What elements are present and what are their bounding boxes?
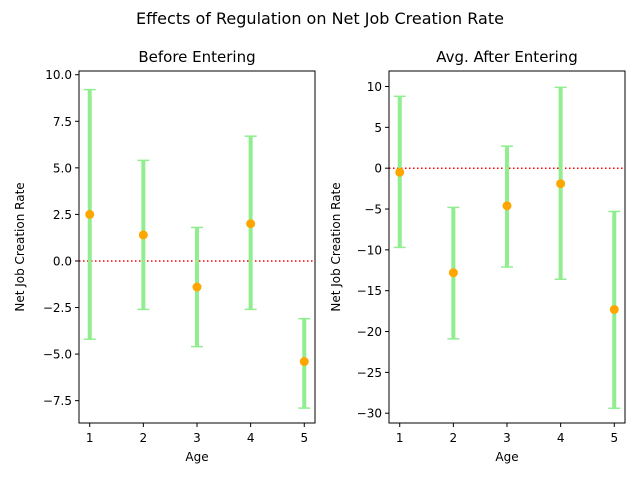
x-axis-label: Age [495, 450, 518, 464]
y-tick-label: 5.0 [53, 161, 72, 175]
x-axis-label: Age [185, 450, 208, 464]
y-tick-label: 5 [374, 121, 382, 135]
x-tick-label: 3 [193, 431, 201, 445]
y-tick-label: −2.5 [43, 301, 72, 315]
x-tick-label: 5 [610, 431, 618, 445]
chart-panel-before-entering: 1 2 3 4 5 −7.5 −5.0 −2.5 0.0 2.5 5.0 7.5 10.0 Before … [13, 48, 316, 464]
y-tick-label: −5 [364, 203, 382, 217]
data-point-age-1 [85, 209, 95, 219]
data-point-age-4 [556, 179, 566, 189]
y-tick-label: 0.0 [53, 254, 72, 268]
data-point-age-5 [609, 304, 619, 314]
figure-suptitle: Effects of Regulation on Net Job Creatio… [136, 9, 504, 28]
y-tick-label: 10.0 [45, 68, 72, 82]
y-tick-label: −5.0 [43, 348, 72, 362]
y-tick-label: −7.5 [43, 394, 72, 408]
axes-title: Before Entering [138, 48, 255, 66]
data-point-age-2 [448, 268, 458, 278]
y-tick-label: 10 [367, 80, 382, 94]
chart-panel-avg-after-entering: 1 2 3 4 5 −30 −25 −20 −15 −10 −5 0 5 10 Avg. After Ent… [329, 48, 626, 464]
data-point-age-4 [246, 219, 256, 229]
x-tick-label: 5 [300, 431, 308, 445]
x-tick-label: 3 [503, 431, 511, 445]
axes-title: Avg. After Entering [436, 48, 578, 66]
y-tick-label: −30 [357, 407, 382, 421]
x-tick-label: 4 [557, 431, 565, 445]
y-tick-label: −20 [357, 325, 382, 339]
x-tick-label: 4 [247, 431, 255, 445]
x-tick-label: 2 [450, 431, 458, 445]
data-point-age-5 [299, 357, 309, 367]
data-point-age-2 [138, 230, 148, 240]
x-tick-label: 2 [140, 431, 148, 445]
y-tick-label: −15 [357, 284, 382, 298]
data-point-age-3 [192, 282, 202, 292]
y-tick-label: −25 [357, 366, 382, 380]
y-tick-label: 2.5 [53, 208, 72, 222]
y-tick-label: −10 [357, 243, 382, 257]
y-axis-label: Net Job Creation Rate [329, 182, 343, 311]
x-tick-label: 1 [396, 431, 404, 445]
x-tick-label: 1 [86, 431, 94, 445]
y-tick-label: 0 [374, 162, 382, 176]
data-point-age-1 [395, 167, 405, 177]
y-axis-label: Net Job Creation Rate [13, 182, 27, 311]
y-tick-label: 7.5 [53, 115, 72, 129]
data-point-age-3 [502, 201, 512, 211]
